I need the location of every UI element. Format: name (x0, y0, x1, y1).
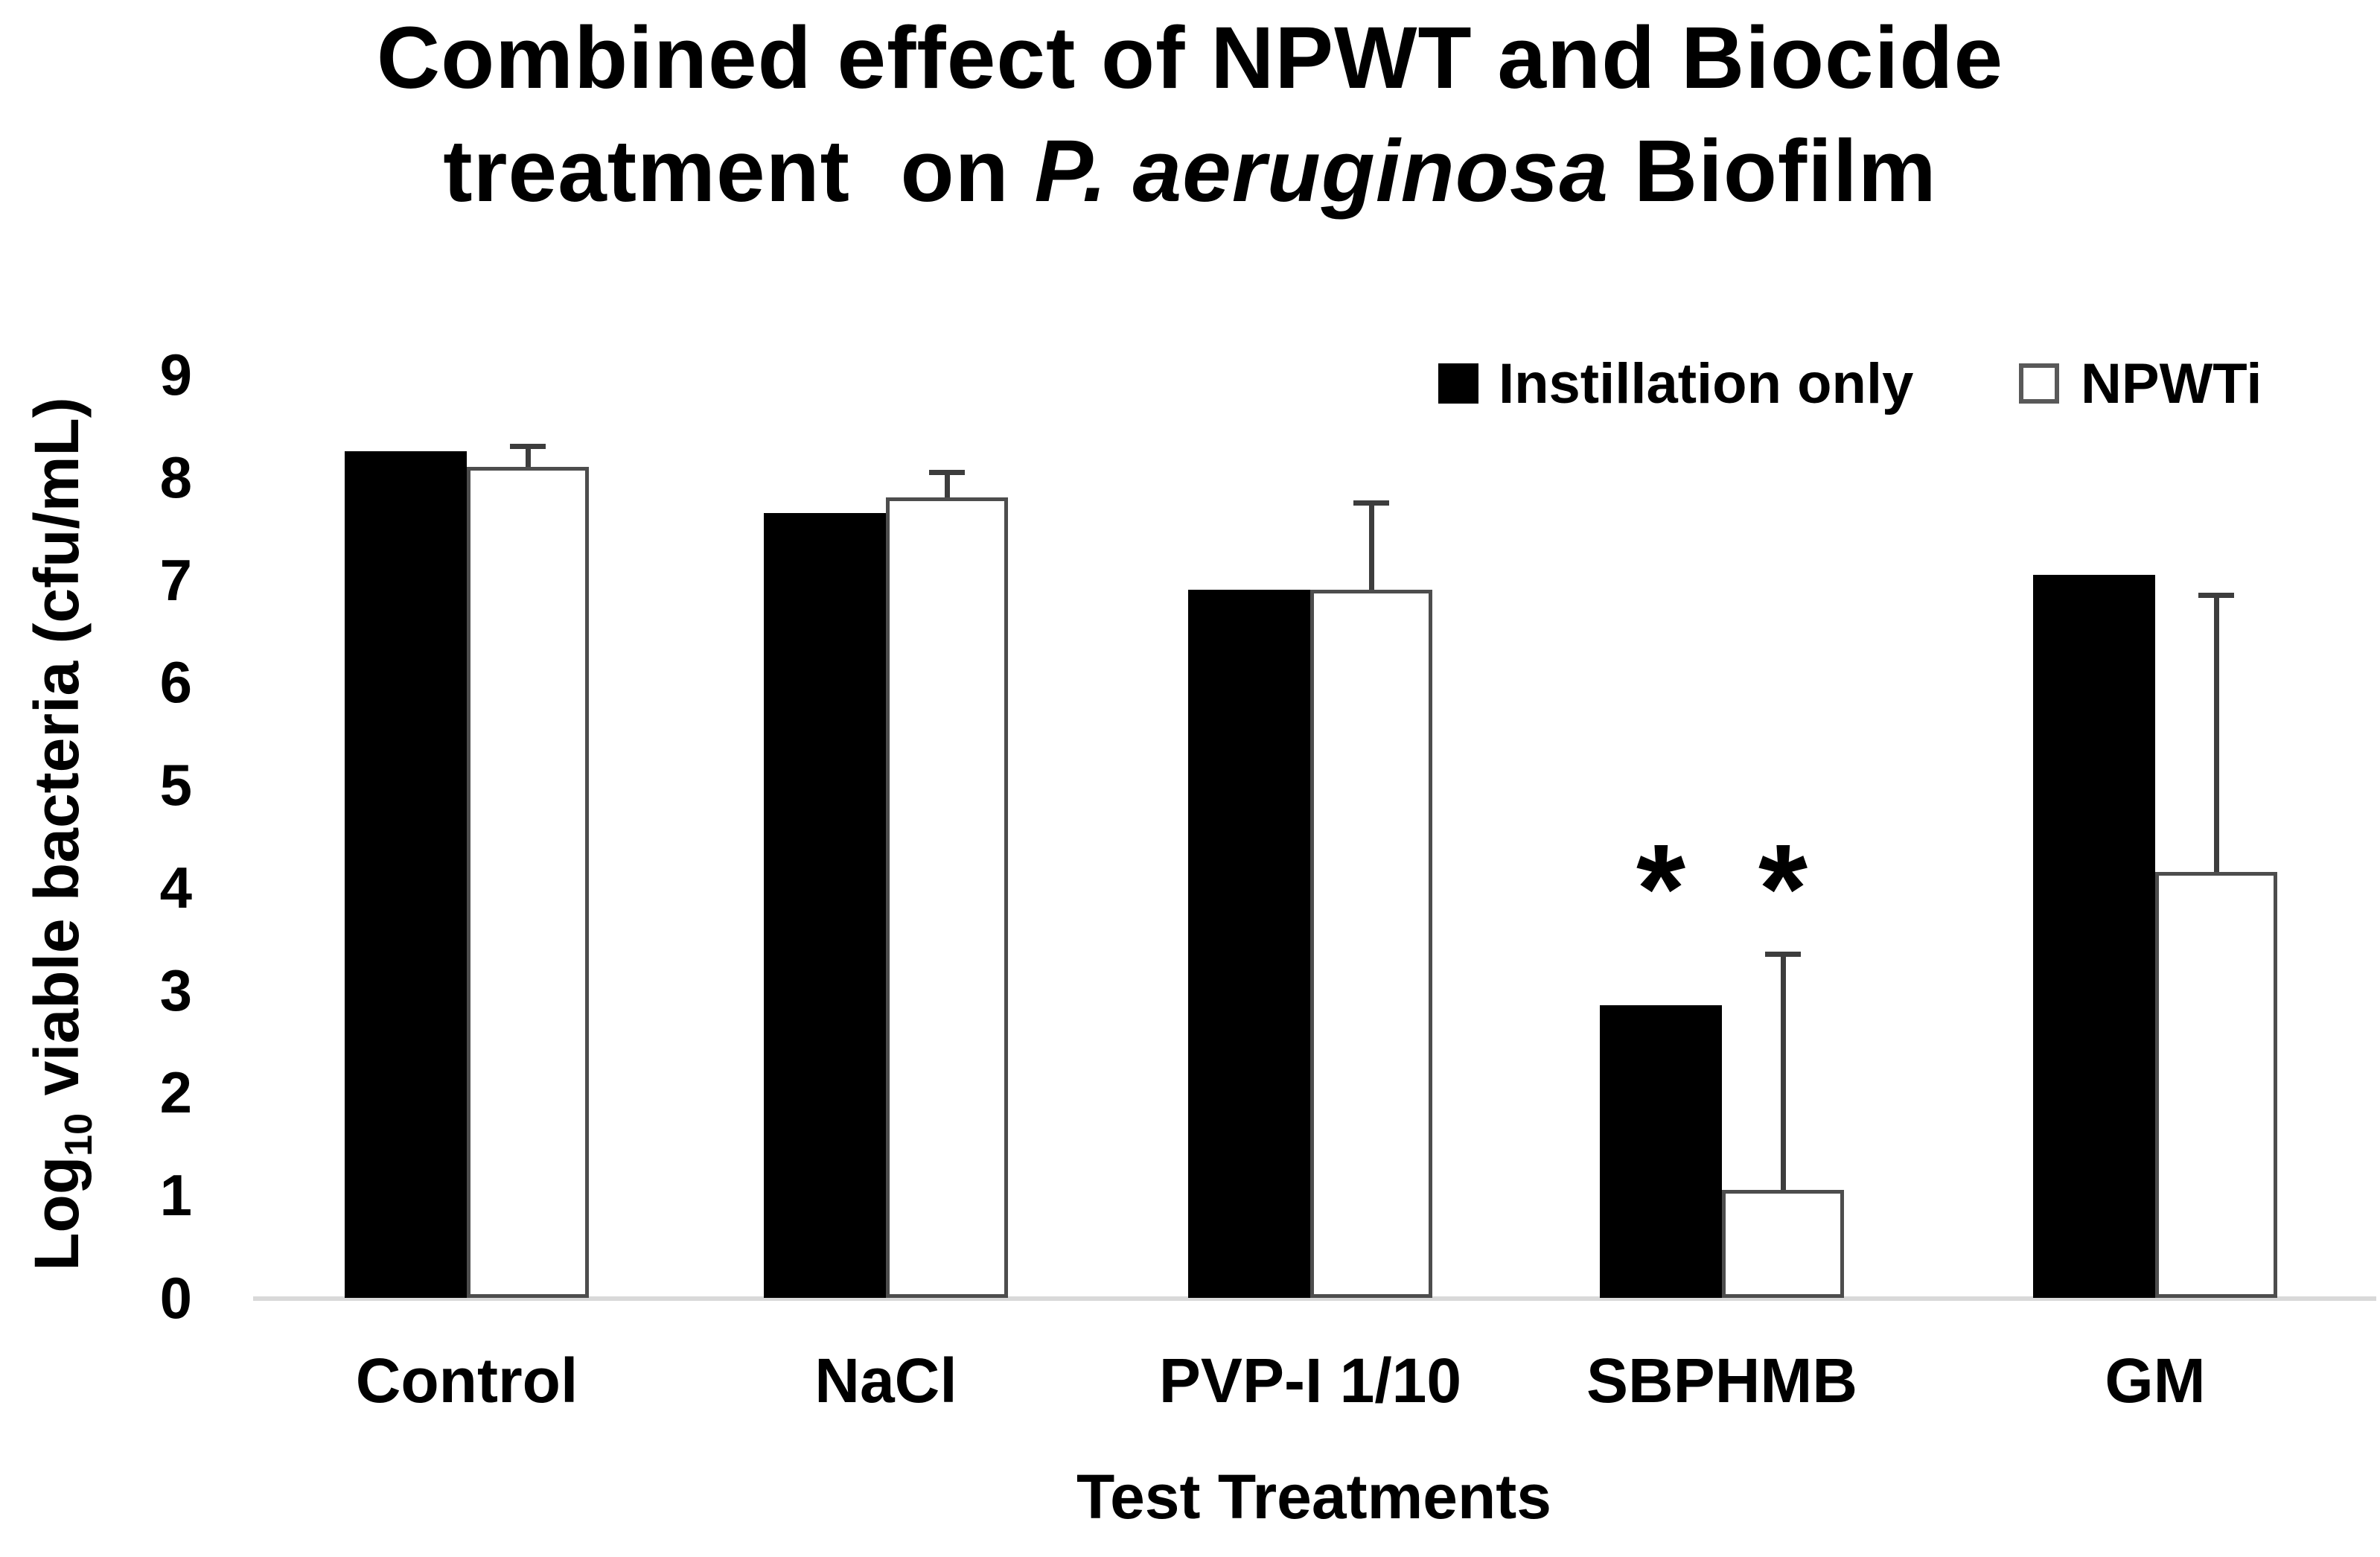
y-tick-label-9: 9 (159, 341, 192, 407)
y-tick-label-6: 6 (159, 649, 192, 716)
y-tick-label-1: 1 (159, 1162, 192, 1229)
legend-label-instillation-only: Instillation only (1499, 352, 1914, 415)
y-tick-label-8: 8 (159, 444, 192, 510)
error-bar-npwti-nacl (944, 471, 950, 498)
chart-title-line1: Combined effect of NPWT and Biocide (376, 9, 2004, 107)
x-axis-label: Test Treatments (1076, 1462, 1551, 1532)
y-tick-label-7: 7 (159, 547, 192, 613)
error-bar-cap-npwti-pvp-i-1-10 (1353, 500, 1389, 506)
chart-title: Combined effect of NPWT and Biocide trea… (0, 1, 2380, 228)
bar-instillation-only-nacl (764, 512, 886, 1298)
significance-asterisk-npwti-sbphmb: * (1758, 818, 1808, 961)
legend-swatch-npwti (2019, 363, 2059, 404)
y-tick-label-4: 4 (159, 854, 192, 920)
bar-instillation-only-sbphmb (1600, 1005, 1722, 1298)
bar-instillation-only-control (345, 451, 467, 1298)
error-bar-cap-npwti-nacl (929, 469, 965, 475)
x-axis-baseline (253, 1296, 2376, 1301)
y-tick-label-2: 2 (159, 1060, 192, 1126)
y-tick-label-5: 5 (159, 752, 192, 818)
bar-npwti-control (467, 466, 589, 1298)
bar-npwti-nacl (886, 497, 1008, 1298)
legend-label-npwti: NPWTi (2081, 352, 2262, 415)
y-tick-label-3: 3 (159, 957, 192, 1023)
error-bar-npwti-sbphmb (1780, 954, 1786, 1191)
x-tick-label-nacl: NaCl (814, 1346, 957, 1416)
bar-npwti-pvp-i-1-10 (1310, 590, 1432, 1298)
error-bar-npwti-pvp-i-1-10 (1368, 503, 1374, 590)
error-bar-npwti-control (525, 446, 531, 467)
x-tick-label-pvp-i-1-10: PVP-I 1/10 (1158, 1346, 1462, 1416)
bar-npwti-gm (2155, 872, 2277, 1298)
error-bar-cap-npwti-sbphmb (1765, 952, 1801, 958)
x-tick-label-control: Control (355, 1346, 578, 1416)
y-tick-label-0: 0 (159, 1265, 192, 1331)
error-bar-cap-npwti-control (510, 444, 546, 450)
significance-asterisk-instillation-only-sbphmb: * (1636, 818, 1686, 961)
error-bar-cap-npwti-gm (2198, 593, 2234, 599)
species-name-italic: P. aeruginosa (1034, 122, 1609, 220)
bar-npwti-sbphmb (1722, 1190, 1844, 1298)
bar-instillation-only-pvp-i-1-10 (1188, 590, 1310, 1298)
error-bar-npwti-gm (2213, 595, 2219, 873)
bar-instillation-only-gm (2033, 574, 2155, 1298)
chart-title-line2: treatment on P. aeruginosa Biofilm (443, 122, 1937, 220)
x-tick-label-sbphmb: SBPHMB (1586, 1346, 1857, 1416)
legend-swatch-instillation-only (1438, 363, 1478, 404)
x-tick-label-gm: GM (2105, 1346, 2206, 1416)
